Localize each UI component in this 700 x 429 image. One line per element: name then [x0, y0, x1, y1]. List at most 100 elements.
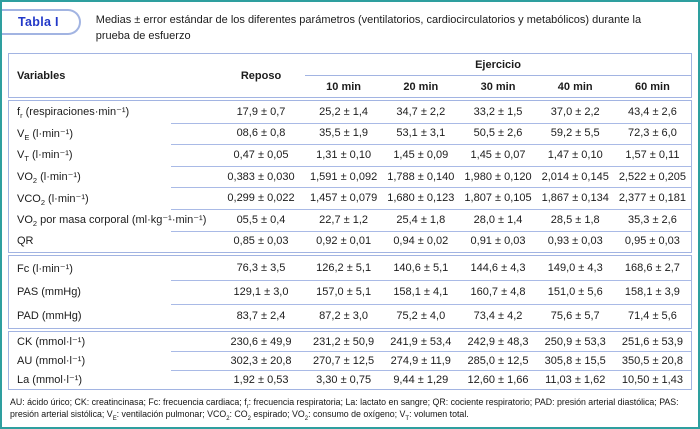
table-row: PAD (mmHg) 83,7 ± 2,4 87,2 ± 3,0 75,2 ± 4,0… [9, 304, 691, 328]
value-cell: 157,0 ± 5,1 [316, 286, 372, 299]
variable-cell: QR [17, 235, 34, 248]
value-cell: 305,8 ± 15,5 [544, 354, 606, 367]
value-cell: 241,9 ± 53,4 [390, 335, 452, 348]
column-header-time: 10 min [326, 80, 362, 93]
value-cell: 1,980 ± 0,120 [464, 170, 532, 183]
variable-cell: PAS (mmHg) [17, 286, 81, 299]
table-label: Tabla I [18, 15, 59, 29]
row-separator [171, 280, 691, 282]
value-cell: 1,867 ± 0,134 [541, 192, 609, 205]
value-cell: 350,5 ± 20,8 [621, 354, 683, 367]
table-row: VO2 por masa corporal (ml·kg⁻¹·min⁻¹) 05,… [9, 209, 691, 232]
reposo-value-cell: 83,7 ± 2,4 [236, 310, 286, 323]
time-columns: 10 min 20 min 30 min 40 min 60 min [305, 76, 691, 97]
value-cell: 149,0 ± 4,3 [547, 262, 603, 275]
column-header-time: 60 min [634, 80, 670, 93]
table-row: PAS (mmHg) 129,1 ± 3,0 157,0 ± 5,1 158,1 ± … [9, 280, 691, 306]
value-cell: 35,3 ± 2,6 [627, 213, 677, 226]
value-cell: 168,6 ± 2,7 [624, 262, 680, 275]
reposo-value-cell: 0,47 ± 0,05 [233, 148, 289, 161]
table-row: AU (mmol·l⁻¹) 302,3 ± 20,8 270,7 ± 12,5 274… [9, 351, 691, 372]
variable-cell: AU (mmol·l⁻¹) [17, 355, 86, 368]
value-cell: 35,5 ± 1,9 [319, 127, 369, 140]
value-cell: 231,2 ± 50,9 [313, 335, 375, 348]
value-cell: 1,591 ± 0,092 [310, 170, 378, 183]
reposo-value-cell: 08,6 ± 0,8 [236, 127, 286, 140]
value-cell: 22,7 ± 1,2 [319, 213, 369, 226]
row-separator [171, 230, 691, 232]
table-header: Variables Reposo Ejercicio 10 min 20 min 3… [8, 53, 692, 98]
reposo-value-cell: 0,299 ± 0,022 [227, 192, 295, 205]
table-row: VE (l·min⁻¹) 08,6 ± 0,8 35,5 ± 1,9 53,1 ± 3… [9, 123, 691, 146]
table-row: QR 0,85 ± 0,03 0,92 ± 0,01 0,94 ± 0,02 0,91 … [9, 231, 691, 253]
row-separator [171, 144, 691, 146]
value-cell: 59,2 ± 5,5 [550, 127, 600, 140]
column-header-time: 40 min [557, 80, 593, 93]
footnote: AU: ácido úrico; CK: creatincinasa; Fc: … [10, 397, 679, 422]
row-separator [171, 208, 691, 210]
table-row: fr (respiraciones·min⁻¹) 17,9 ± 0,7 25,2 ±… [9, 101, 691, 124]
column-header-variables: Variables [17, 69, 66, 82]
value-cell: 1,788 ± 0,140 [387, 170, 455, 183]
reposo-value-cell: 0,85 ± 0,03 [233, 235, 289, 248]
value-cell: 0,91 ± 0,03 [470, 235, 526, 248]
value-cell: 25,4 ± 1,8 [396, 213, 446, 226]
value-cell: 1,45 ± 0,07 [470, 148, 526, 161]
variable-cell: PAD (mmHg) [17, 310, 82, 323]
reposo-value-cell: 129,1 ± 3,0 [233, 286, 289, 299]
value-cell: 151,0 ± 5,6 [547, 286, 603, 299]
variable-cell: fr (respiraciones·min⁻¹) [17, 106, 130, 119]
value-cell: 250,9 ± 53,3 [544, 335, 606, 348]
value-cell: 1,47 ± 0,10 [547, 148, 603, 161]
value-cell: 1,680 ± 0,123 [387, 192, 455, 205]
reposo-value-cell: 76,3 ± 3,5 [236, 262, 286, 275]
value-cell: 251,6 ± 53,9 [621, 335, 683, 348]
table-section: fr (respiraciones·min⁻¹) 17,9 ± 0,7 25,2 ±… [8, 100, 692, 254]
variable-cell: VT (l·min⁻¹) [17, 149, 73, 162]
row-separator [171, 187, 691, 189]
value-cell: 1,807 ± 0,105 [464, 192, 532, 205]
row-separator [171, 351, 691, 353]
value-cell: 140,6 ± 5,1 [393, 262, 449, 275]
value-cell: 160,7 ± 4,8 [470, 286, 526, 299]
value-cell: 75,6 ± 5,7 [550, 310, 600, 323]
value-cell: 11,03 ± 1,62 [545, 373, 606, 386]
value-cell: 158,1 ± 3,9 [624, 286, 680, 299]
reposo-value-cell: 230,6 ± 49,9 [230, 335, 292, 348]
value-cell: 0,92 ± 0,01 [316, 235, 372, 248]
value-cell: 28,5 ± 1,8 [550, 213, 600, 226]
value-cell: 9,44 ± 1,29 [393, 373, 449, 386]
column-header-reposo: Reposo [240, 69, 282, 82]
value-cell: 43,4 ± 2,6 [627, 105, 677, 118]
row-separator [171, 165, 691, 167]
value-cell: 144,6 ± 4,3 [470, 262, 526, 275]
reposo-value-cell: 1,92 ± 0,53 [233, 373, 289, 386]
reposo-value-cell: 17,9 ± 0,7 [236, 105, 286, 118]
table-row: Fc (l·min⁻¹) 76,3 ± 3,5 126,2 ± 5,1 140,6 ±… [9, 256, 691, 282]
table-body: fr (respiraciones·min⁻¹) 17,9 ± 0,7 25,2 ±… [8, 100, 692, 391]
table-label-badge: Tabla I [2, 9, 81, 35]
value-cell: 1,457 ± 0,079 [310, 192, 378, 205]
value-cell: 158,1 ± 4,1 [393, 286, 449, 299]
value-cell: 73,4 ± 4,2 [473, 310, 523, 323]
ejercicio-group: Ejercicio 10 min 20 min 30 min 40 min 60 min [305, 54, 691, 97]
reposo-value-cell: 05,5 ± 0,4 [236, 213, 286, 226]
column-header-time: 20 min [403, 80, 439, 93]
variable-cell: La (mmol·l⁻¹) [17, 374, 83, 387]
value-cell: 2,522 ± 0,205 [618, 170, 687, 183]
value-cell: 50,5 ± 2,6 [473, 127, 523, 140]
table-row: VO2 (l·min⁻¹) 0,383 ± 0,030 1,591 ± 0,092 1… [9, 166, 691, 189]
value-cell: 1,31 ± 0,10 [316, 148, 372, 161]
value-cell: 0,95 ± 0,03 [624, 235, 680, 248]
value-cell: 274,9 ± 11,9 [390, 354, 451, 367]
value-cell: 37,0 ± 2,2 [550, 105, 600, 118]
value-cell: 242,9 ± 48,3 [467, 335, 529, 348]
value-cell: 71,4 ± 5,6 [627, 310, 677, 323]
value-cell: 28,0 ± 1,4 [473, 213, 523, 226]
value-cell: 2,014 ± 0,145 [541, 170, 609, 183]
variable-cell: Fc (l·min⁻¹) [17, 262, 73, 275]
variable-cell: VCO2 (l·min⁻¹) [17, 192, 89, 205]
value-cell: 53,1 ± 3,1 [396, 127, 446, 140]
reposo-value-cell: 0,383 ± 0,030 [227, 170, 295, 183]
